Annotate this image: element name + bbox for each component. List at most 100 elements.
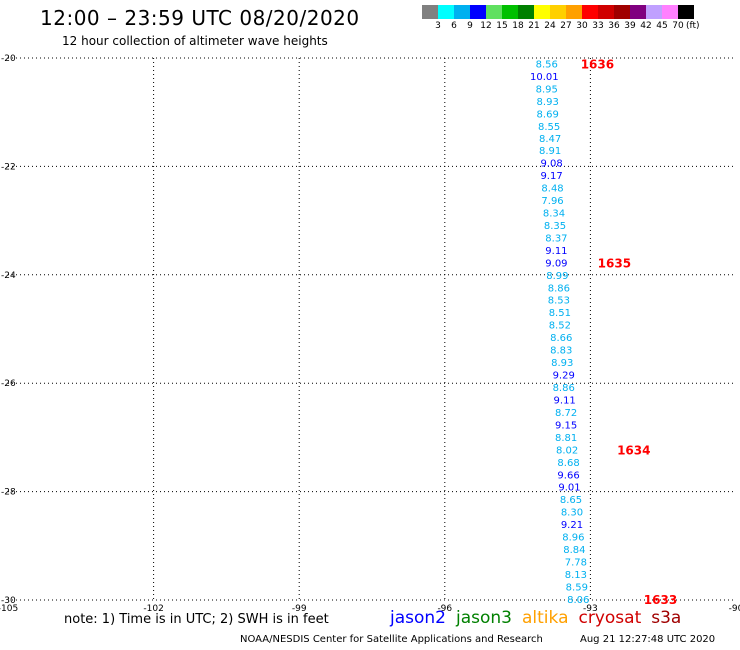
wave-height-value: 8.69: [537, 109, 559, 120]
legend-label: 18: [512, 21, 524, 31]
x-tick-label: -102: [143, 604, 163, 614]
legend-swatch-4: [486, 5, 502, 19]
wave-height-value: 8.95: [536, 84, 558, 95]
legend-label: 24: [544, 21, 556, 31]
y-tick-label: -24: [1, 271, 16, 281]
legend-swatch-9: [566, 5, 582, 19]
wave-height-value: 9.11: [554, 395, 576, 406]
legend-unit: (ft): [686, 21, 700, 31]
legend-label: 36: [608, 21, 620, 31]
wave-height-value: 8.91: [539, 146, 561, 157]
legend-label: 15: [496, 21, 508, 31]
page-title: 12:00 – 23:59 UTC 08/20/2020: [40, 6, 360, 30]
satellite-s3a: s3a: [651, 608, 682, 628]
wave-height-value: 8.34: [543, 208, 565, 219]
pass-time-label: 1634: [617, 443, 650, 457]
wave-height-value: 8.35: [544, 221, 566, 232]
y-tick-label: -28: [1, 488, 16, 498]
legend-label: 45: [656, 21, 668, 31]
footnote: note: 1) Time is in UTC; 2) SWH is in fe…: [64, 612, 329, 627]
wave-height-value: 8.83: [550, 346, 572, 357]
wave-height-value: 8.52: [549, 321, 571, 332]
legend-swatch-10: [582, 5, 598, 19]
y-tick-label: -26: [1, 379, 16, 389]
satellite-altika: altika: [522, 608, 569, 628]
legend-swatch-6: [518, 5, 534, 19]
x-tick-label: -90: [729, 604, 740, 614]
wave-height-value: 8.47: [539, 134, 561, 145]
wave-height-value: 9.21: [561, 520, 583, 531]
legend-swatch-2: [454, 5, 470, 19]
legend-swatch-5: [502, 5, 518, 19]
wave-height-value: 8.93: [537, 97, 559, 108]
wave-height-value: 9.66: [557, 470, 579, 481]
wave-height-value: 9.09: [545, 258, 567, 269]
satellite-cryosat: cryosat: [578, 608, 642, 628]
wave-height-value: 8.30: [561, 508, 583, 519]
wave-height-value: 9.08: [540, 159, 562, 170]
page-subtitle: 12 hour collection of altimeter wave hei…: [62, 34, 328, 48]
wave-height-value: 8.55: [538, 122, 560, 133]
legend-swatch-12: [614, 5, 630, 19]
wave-height-value: 8.96: [562, 533, 584, 544]
wave-height-value: 7.78: [565, 558, 587, 569]
wave-height-value: 8.59: [566, 582, 588, 593]
legend-label: 9: [467, 21, 473, 31]
wave-height-value: 8.86: [548, 283, 570, 294]
pass-time-label: 1636: [581, 57, 614, 71]
legend-swatch-11: [598, 5, 614, 19]
wave-height-value: 8.84: [563, 545, 585, 556]
legend-label: 42: [640, 21, 652, 31]
wave-height-value: 10.01: [530, 72, 559, 83]
y-tick-label: -30: [1, 596, 16, 606]
satellite-jason2: jason2: [390, 608, 446, 628]
legend-label: 3: [435, 21, 441, 31]
pass-time-label: 1635: [598, 256, 631, 270]
wave-height-value: 9.01: [558, 483, 580, 494]
wave-height-value: 8.99: [546, 271, 568, 282]
legend-swatch-8: [550, 5, 566, 19]
pass-time-label: 1633: [644, 593, 677, 607]
wave-height-value: 8.02: [556, 445, 578, 456]
color-scale-legend: [422, 5, 694, 19]
legend-swatch-16: [678, 5, 694, 19]
legend-label: 6: [451, 21, 457, 31]
legend-label: 21: [528, 21, 540, 31]
legend-swatch-14: [646, 5, 662, 19]
wave-height-value: 8.68: [557, 458, 579, 469]
wave-height-value: 8.86: [553, 383, 575, 394]
wave-height-value: 8.65: [560, 495, 582, 506]
y-tick-label: -20: [1, 54, 16, 64]
legend-label: 27: [560, 21, 572, 31]
wave-height-value: 8.48: [541, 184, 563, 195]
legend-swatch-13: [630, 5, 646, 19]
legend-swatch-1: [438, 5, 454, 19]
x-tick-label: -96: [437, 604, 452, 614]
x-tick-label: -105: [0, 604, 18, 614]
wave-height-value: 8.13: [565, 570, 587, 581]
legend-label: 39: [624, 21, 636, 31]
legend-swatch-0: [422, 5, 438, 19]
generated-timestamp: Aug 21 12:27:48 UTC 2020: [580, 634, 716, 645]
wave-height-value: 8.56: [536, 59, 558, 70]
wave-height-value: 8.06: [567, 595, 589, 606]
wave-height-value: 8.72: [555, 408, 577, 419]
wave-height-value: 8.93: [551, 358, 573, 369]
wave-height-value: 9.17: [540, 171, 562, 182]
wave-height-value: 9.15: [555, 420, 577, 431]
wave-height-value: 8.51: [549, 308, 571, 319]
satellite-legend: jason2 jason3 altika cryosat s3a: [390, 608, 691, 628]
satellite-jason3: jason3: [456, 608, 512, 628]
legend-label: 30: [576, 21, 588, 31]
x-tick-label: -99: [292, 604, 307, 614]
wave-height-value: 8.53: [548, 296, 570, 307]
wave-height-value: 8.81: [555, 433, 577, 444]
wave-height-value: 8.37: [545, 233, 567, 244]
legend-label: 70: [672, 21, 684, 31]
wave-height-value: 8.66: [550, 333, 572, 344]
y-tick-label: -22: [1, 162, 16, 172]
x-tick-label: -93: [583, 604, 598, 614]
wave-height-value: 9.11: [545, 246, 567, 257]
legend-swatch-15: [662, 5, 678, 19]
